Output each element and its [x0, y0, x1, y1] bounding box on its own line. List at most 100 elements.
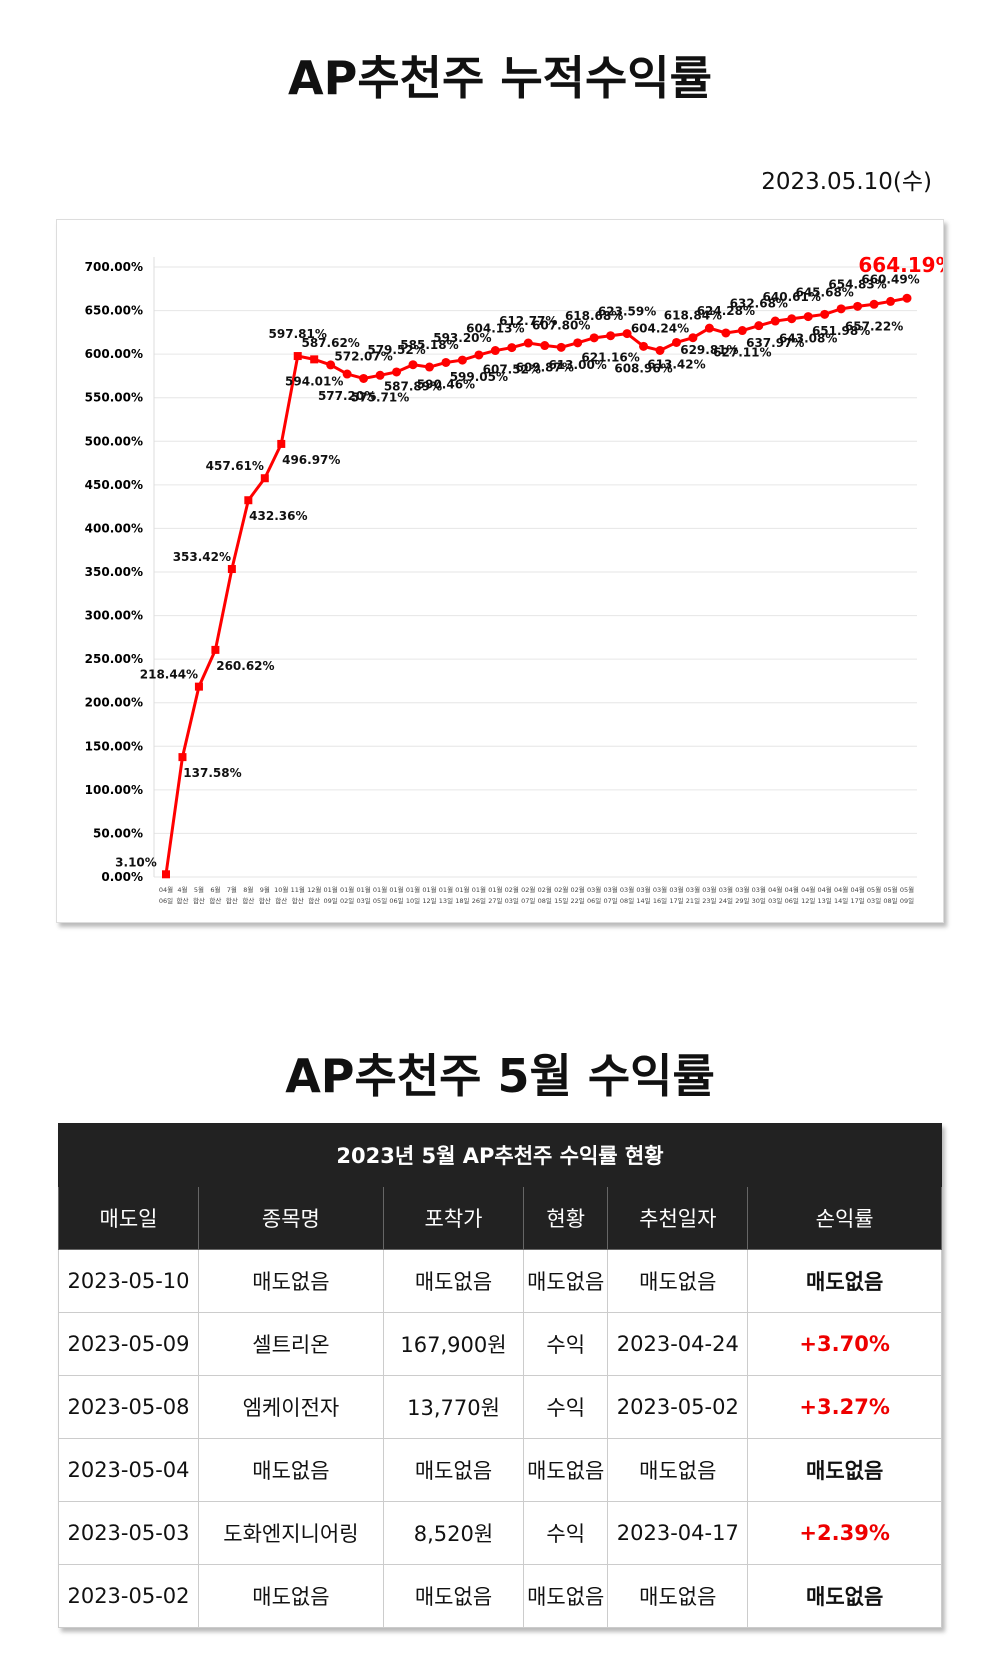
marker [886, 296, 896, 306]
cell: 2023-05-09 [58, 1312, 199, 1376]
cell: 매도없음 [607, 1438, 749, 1502]
marker [523, 338, 533, 348]
value-label: 608.96% [614, 361, 672, 375]
value-label: 604.13% [466, 322, 524, 336]
value-label: 637.97% [746, 336, 804, 350]
marker [540, 341, 550, 351]
value-label: 457.61% [206, 459, 264, 473]
y-tick-label: 200.00% [85, 696, 143, 710]
marker [227, 565, 236, 574]
x-tick-label: 합산 [209, 896, 221, 905]
marker [474, 350, 484, 360]
header-cell: 손익률 [747, 1186, 942, 1250]
marker [457, 355, 467, 365]
value-label: 664.19% [858, 253, 943, 277]
marker [375, 370, 385, 380]
x-tick-label: 08일 [883, 896, 897, 905]
value-label: 579.52% [367, 343, 425, 357]
value-label: 3.10% [115, 855, 157, 869]
x-tick-label: 17일 [850, 896, 864, 905]
x-tick-label: 04월 [785, 885, 799, 894]
value-label: 618.84% [664, 309, 722, 323]
value-label: 623.59% [598, 305, 656, 319]
marker [424, 362, 434, 372]
marker [754, 321, 764, 331]
x-tick-label: 01월 [324, 885, 338, 894]
value-label: 629.81% [680, 343, 738, 357]
marker [655, 345, 665, 355]
value-label: 599.05% [450, 370, 508, 384]
x-tick-label: 17일 [669, 896, 683, 905]
x-tick-label: 03일 [867, 896, 881, 905]
value-label: 587.62% [301, 336, 359, 350]
cell: 2023-05-10 [58, 1249, 199, 1313]
x-tick-label: 합산 [176, 896, 188, 905]
cell: 매도없음 [607, 1249, 749, 1313]
x-tick-label: 합산 [308, 896, 320, 905]
marker [853, 301, 863, 311]
x-tick-label: 06일 [159, 896, 173, 905]
x-tick-label: 16일 [653, 896, 667, 905]
marker [721, 328, 731, 338]
x-tick-label: 13일 [818, 896, 832, 905]
x-tick-label: 9월 [260, 885, 270, 894]
y-tick-label: 450.00% [85, 478, 143, 492]
y-tick-label: 700.00% [85, 260, 143, 274]
marker [359, 373, 369, 383]
cell: 매도없음 [607, 1564, 749, 1628]
y-tick-label: 150.00% [85, 739, 143, 753]
x-tick-label: 14일 [834, 896, 848, 905]
x-tick-label: 12일 [801, 896, 815, 905]
value-label: 618.68% [565, 309, 623, 323]
value-label: 645.68% [795, 285, 853, 299]
value-label: 577.20% [318, 389, 376, 403]
marker [639, 341, 649, 351]
y-tick-label: 600.00% [85, 347, 143, 361]
value-label: 607.80% [532, 318, 590, 332]
marker [277, 439, 286, 448]
marker [671, 337, 681, 347]
x-tick-label: 09일 [324, 896, 338, 905]
x-tick-label: 07일 [521, 896, 535, 905]
cell: 매도없음 [747, 1438, 942, 1502]
x-tick-label: 06일 [389, 896, 403, 905]
marker [392, 367, 402, 377]
cell: 167,900원 [382, 1312, 525, 1376]
value-label: 587.89% [384, 380, 442, 394]
x-tick-label: 합산 [292, 896, 304, 905]
x-tick-label: 12일 [422, 896, 436, 905]
x-tick-label: 23일 [702, 896, 716, 905]
cell: 수익 [523, 1312, 609, 1376]
value-label: 613.00% [548, 358, 606, 372]
value-label: 660.49% [861, 272, 919, 286]
marker [441, 357, 451, 367]
marker [408, 360, 418, 370]
x-tick-label: 05일 [373, 896, 387, 905]
x-tick-label: 06일 [785, 896, 799, 905]
cell: 매도없음 [523, 1249, 609, 1313]
x-tick-label: 03월 [620, 885, 634, 894]
x-tick-label: 02월 [521, 885, 535, 894]
cell: 2023-05-02 [607, 1375, 749, 1439]
marker [490, 346, 500, 356]
x-tick-label: 03월 [719, 885, 733, 894]
x-tick-label: 03일 [356, 896, 370, 905]
x-tick-label: 02월 [554, 885, 568, 894]
value-label: 621.16% [581, 351, 639, 365]
x-tick-label: 02월 [571, 885, 585, 894]
marker [902, 293, 912, 303]
y-tick-label: 0.00% [101, 870, 143, 884]
value-label: 643.08% [779, 332, 837, 346]
marker [507, 343, 517, 353]
x-tick-label: 09일 [900, 896, 914, 905]
line [164, 296, 908, 875]
x-tick-label: 03월 [603, 885, 617, 894]
cell: +2.39% [747, 1501, 942, 1565]
x-tick-label: 02월 [538, 885, 552, 894]
x-tick-label: 03월 [735, 885, 749, 894]
cell: 2023-05-03 [58, 1501, 199, 1565]
cell: 엠케이전자 [197, 1375, 384, 1439]
x-tick-label: 4월 [177, 885, 187, 894]
x-tick-label: 04월 [801, 885, 815, 894]
x-tick-label: 04월 [818, 885, 832, 894]
